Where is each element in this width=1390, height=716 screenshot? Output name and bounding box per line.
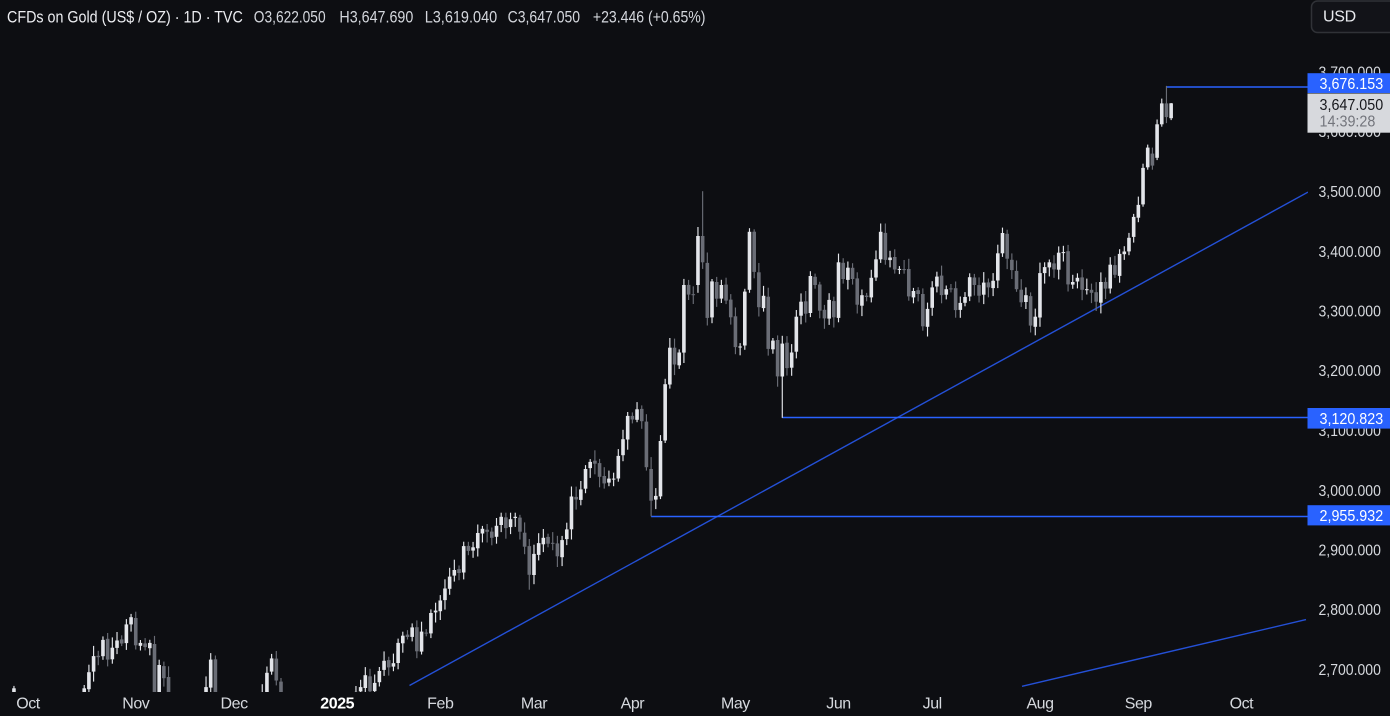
svg-text:Nov: Nov	[122, 696, 150, 713]
svg-text:3,400.000: 3,400.000	[1319, 244, 1381, 261]
svg-text:Aug: Aug	[1026, 696, 1053, 713]
svg-text:2,800.000: 2,800.000	[1319, 602, 1381, 619]
svg-text:May: May	[721, 696, 750, 713]
svg-text:C3,647.050: C3,647.050	[508, 8, 580, 27]
svg-text:2,955.932: 2,955.932	[1320, 508, 1384, 525]
svg-text:+23.446 (+0.65%): +23.446 (+0.65%)	[593, 8, 706, 27]
svg-text:Apr: Apr	[621, 696, 646, 713]
svg-text:2,900.000: 2,900.000	[1319, 543, 1381, 560]
svg-text:Oct: Oct	[1230, 696, 1255, 713]
svg-text:3,500.000: 3,500.000	[1319, 184, 1381, 201]
svg-text:2025: 2025	[320, 696, 354, 713]
svg-text:3,300.000: 3,300.000	[1319, 304, 1381, 321]
svg-text:3,200.000: 3,200.000	[1319, 363, 1381, 380]
svg-text:3,120.823: 3,120.823	[1320, 411, 1384, 428]
svg-text:Jun: Jun	[826, 696, 850, 713]
svg-text:2,700.000: 2,700.000	[1319, 662, 1381, 679]
svg-text:14:39:28: 14:39:28	[1320, 114, 1376, 131]
svg-text:3,000.000: 3,000.000	[1319, 483, 1381, 500]
svg-text:Dec: Dec	[221, 696, 249, 713]
svg-text:CFDs on Gold (US$ / OZ) · 1D ·: CFDs on Gold (US$ / OZ) · 1D · TVC	[7, 8, 243, 27]
svg-text:O3,622.050: O3,622.050	[254, 8, 326, 27]
svg-text:USD: USD	[1323, 9, 1356, 26]
svg-text:Feb: Feb	[427, 696, 454, 713]
svg-text:3,676.153: 3,676.153	[1320, 76, 1384, 93]
svg-text:Jul: Jul	[923, 696, 942, 713]
svg-text:L3,619.040: L3,619.040	[425, 8, 498, 27]
svg-text:Oct: Oct	[16, 696, 41, 713]
svg-text:Mar: Mar	[521, 696, 548, 713]
svg-text:Sep: Sep	[1125, 696, 1153, 713]
svg-text:3,647.050: 3,647.050	[1320, 97, 1384, 114]
svg-text:H3,647.690: H3,647.690	[339, 8, 413, 27]
